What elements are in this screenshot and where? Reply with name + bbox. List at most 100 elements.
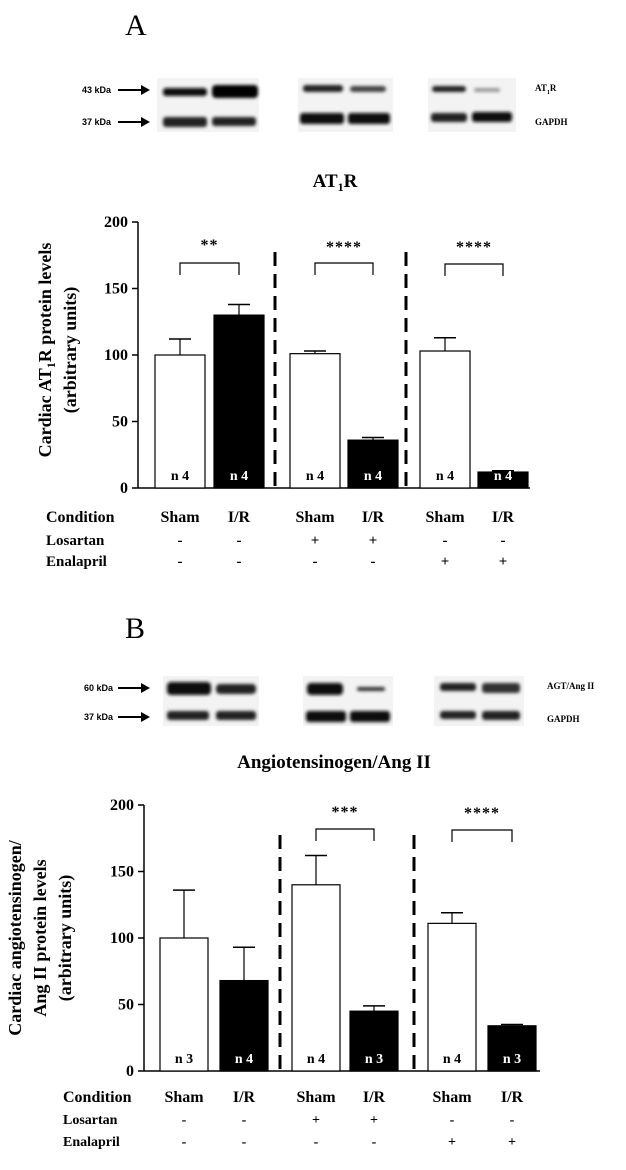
row-cell: - (182, 1135, 187, 1150)
significance-bracket (315, 828, 375, 841)
row-cell: I/R (501, 1089, 524, 1106)
blot-band (440, 683, 476, 691)
row-cell: + (499, 554, 508, 570)
n-label: n 4 (306, 469, 324, 484)
row-cell: - (178, 533, 183, 549)
y-axis-label: Cardiac AT1R protein levels (35, 243, 58, 458)
y-tick-label: 100 (110, 930, 134, 947)
row-label: Losartan (63, 1113, 118, 1128)
n-label: n 4 (230, 469, 248, 484)
significance-label: ** (201, 237, 219, 254)
panel-b-marker-1-arrowhead (141, 683, 150, 693)
panel-b-blot-bands (167, 682, 520, 722)
panel-a-marker-2: 37 kDa (82, 117, 112, 127)
panel-b-marker-2-arrowhead (141, 712, 150, 722)
bar (154, 354, 206, 489)
blot-band (163, 117, 207, 127)
row-cell: - (237, 554, 242, 570)
significance-bracket (451, 829, 513, 842)
row-cell: - (313, 554, 318, 570)
blot-band (482, 683, 520, 693)
y-axis-label: (arbitrary units) (55, 875, 76, 1001)
blot-band (212, 85, 258, 98)
y-axis-label: Cardiac angiotensinogen/ (5, 839, 25, 1036)
y-tick-label: 50 (112, 414, 128, 431)
bar (289, 353, 341, 489)
row-cell: - (182, 1113, 187, 1128)
blot-band (350, 711, 390, 722)
y-tick-label: 200 (110, 797, 134, 814)
y-axis-label: Ang II protein levels (30, 859, 50, 1016)
significance-bracket (444, 263, 504, 276)
n-label: n 4 (235, 1052, 253, 1067)
panel-a-western-blot: 43 kDa 37 kDa (82, 78, 568, 132)
panel-b-letter: B (125, 612, 145, 645)
n-label: n 4 (171, 469, 189, 484)
panel-a-marker-1: 43 kDa (82, 85, 112, 95)
row-cell: I/R (363, 1089, 386, 1106)
significance-bracket (179, 262, 240, 275)
panel-a-marker-1-arrowhead (141, 85, 150, 95)
row-cell: I/R (492, 509, 515, 526)
blot-band (307, 683, 343, 695)
significance-bracket (314, 262, 374, 275)
panel-a-marker-2-arrowhead (141, 117, 150, 127)
blot-band (350, 86, 386, 92)
bar (419, 350, 471, 489)
blot-band (306, 711, 346, 722)
panel-b-chart-title: Angiotensinogen/Ang II (237, 752, 431, 773)
panel-b-control-label: GAPDH (547, 714, 580, 724)
blot-band (167, 682, 211, 695)
n-label: n 3 (365, 1052, 383, 1067)
n-label: n 3 (175, 1052, 193, 1067)
row-cell: - (510, 1113, 515, 1128)
row-cell: - (372, 1135, 377, 1150)
blot-band (216, 711, 256, 720)
panel-b-marker-1: 60 kDa (84, 683, 114, 693)
panel-b-bar-chart: Angiotensinogen/Ang II 0 50 100 150 200 Cardi… (5, 752, 540, 1150)
row-cell: Sham (296, 1089, 336, 1106)
bar (213, 314, 265, 489)
y-tick-label: 0 (126, 1063, 134, 1080)
panel-a-blot-bands (163, 85, 512, 127)
row-cell: - (237, 533, 242, 549)
row-cell: Sham (432, 1089, 472, 1106)
bar (219, 979, 269, 1072)
y-tick-label: 150 (110, 864, 134, 881)
row-cell: - (501, 533, 506, 549)
panel-b-western-blot: 60 kDa 37 kDa (84, 676, 595, 726)
panel-b: B 60 kDa 37 kDa (5, 612, 595, 1150)
n-label: n 4 (494, 469, 512, 484)
panel-a-protein-label: AT1R (535, 83, 557, 96)
significance-label: *** (332, 804, 359, 821)
row-cell: + (441, 554, 450, 570)
row-cell: - (314, 1135, 319, 1150)
bar (427, 922, 477, 1072)
blot-band (167, 711, 209, 720)
row-cell: - (443, 533, 448, 549)
row-label: Condition (46, 509, 115, 526)
panel-a-bar-chart: AT1R 0 50 100 150 200 Cardiac AT1R protein le… (35, 171, 530, 570)
y-tick-label: 200 (104, 214, 128, 231)
row-cell: - (242, 1135, 247, 1150)
n-label: n 4 (364, 469, 382, 484)
row-cell: Sham (295, 509, 335, 526)
bar (487, 1025, 537, 1072)
blot-band (212, 117, 256, 126)
row-cell: + (508, 1135, 516, 1150)
panel-b-protein-label: AGT/Ang II (547, 681, 595, 691)
y-axis-label: (arbitrary units) (60, 287, 81, 413)
row-cell: + (370, 1113, 378, 1128)
blot-band (303, 85, 343, 92)
panel-a-letter: A (125, 9, 147, 42)
n-label: n 4 (436, 469, 454, 484)
panel-a-control-label: GAPDH (535, 117, 568, 127)
row-cell: I/R (362, 509, 385, 526)
row-label: Condition (63, 1089, 132, 1106)
bar (159, 937, 209, 1072)
blot-band (216, 684, 256, 694)
row-label: Losartan (46, 533, 105, 549)
panel-b-marker-2: 37 kDa (84, 712, 114, 722)
y-tick-label: 150 (104, 281, 128, 298)
